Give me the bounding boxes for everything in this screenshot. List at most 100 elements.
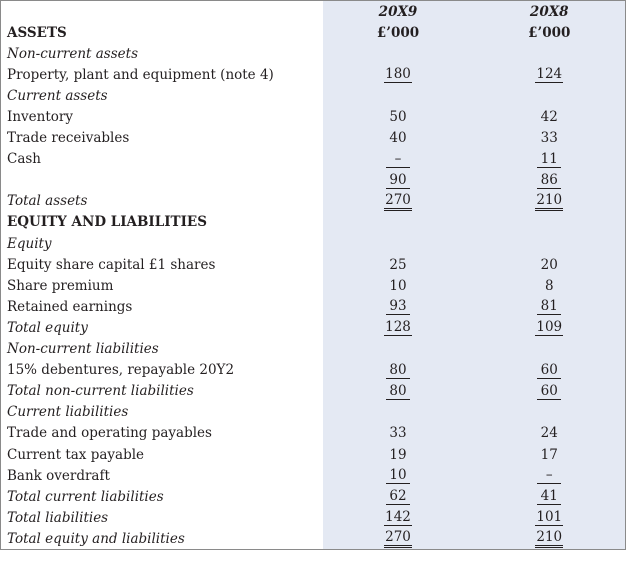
table-row: 20X9 20X8 bbox=[0, 0, 626, 23]
value-20x9: 80 bbox=[322, 380, 474, 402]
value-20x8: 109 bbox=[473, 317, 626, 339]
row-label: Equity bbox=[0, 233, 323, 255]
cell-value: 210 bbox=[535, 529, 564, 549]
cell-value: 40 bbox=[389, 130, 407, 147]
value-20x8 bbox=[473, 233, 626, 255]
value-20x8: 17 bbox=[473, 443, 626, 466]
cell-value: 42 bbox=[540, 109, 558, 126]
value-20x8: 24 bbox=[473, 422, 626, 444]
cell-value: 11 bbox=[537, 151, 562, 168]
value-20x9 bbox=[322, 233, 474, 255]
value-20x9: 33 bbox=[322, 422, 474, 444]
table-row: Current liabilities bbox=[0, 401, 626, 423]
table-row: Property, plant and equipment (note 4) 18… bbox=[0, 64, 626, 86]
value-20x9: 25 bbox=[322, 254, 474, 276]
row-label: Total assets bbox=[0, 190, 323, 212]
value-20x8: 33 bbox=[473, 127, 626, 149]
value-20x9: 20X9 bbox=[322, 0, 474, 23]
cell-value: 81 bbox=[537, 298, 562, 316]
cell-value: 41 bbox=[537, 488, 562, 506]
row-label bbox=[0, 169, 323, 191]
value-20x9: 142 bbox=[322, 507, 474, 529]
table-row: EQUITY AND LIABILITIES bbox=[0, 211, 626, 234]
row-label: Total equity and liabilities bbox=[0, 528, 323, 551]
row-label: Total equity bbox=[0, 317, 323, 339]
value-20x9 bbox=[322, 338, 474, 360]
balance-sheet-table: 20X9 20X8 ASSETS £’000 £’000 Non-current asse… bbox=[0, 0, 626, 551]
table-row: Trade receivables 40 33 bbox=[0, 127, 626, 149]
cell-value: 270 bbox=[384, 192, 412, 211]
table-row: ASSETS £’000 £’000 bbox=[0, 22, 626, 44]
table-row: Current tax payable 19 17 bbox=[0, 443, 626, 466]
value-20x9: 50 bbox=[322, 106, 474, 128]
table-row: Equity bbox=[0, 233, 626, 255]
value-20x8: £’000 bbox=[473, 22, 626, 44]
cell-value: 86 bbox=[537, 172, 562, 189]
cell-value: 80 bbox=[386, 362, 410, 379]
value-20x8: 41 bbox=[473, 486, 626, 508]
cell-value: 210 bbox=[535, 192, 564, 211]
value-20x8: 210 bbox=[473, 528, 626, 551]
value-20x9: 80 bbox=[322, 359, 474, 381]
cell-value: 180 bbox=[384, 66, 412, 84]
value-20x8 bbox=[473, 401, 626, 423]
cell-value: – bbox=[537, 467, 562, 485]
cell-value: 24 bbox=[540, 425, 558, 442]
value-20x8: 20 bbox=[473, 254, 626, 276]
cell-value: 80 bbox=[386, 383, 410, 400]
row-label: Trade receivables bbox=[0, 127, 323, 149]
table-row: 15% debentures, repayable 20Y2 80 60 bbox=[0, 359, 626, 381]
value-20x9 bbox=[322, 401, 474, 423]
cell-value: 20X9 bbox=[378, 3, 418, 20]
cell-value: 124 bbox=[535, 66, 564, 84]
table-row: Bank overdraft 10 – bbox=[0, 465, 626, 487]
cell-value: 10 bbox=[386, 467, 410, 485]
value-20x9: 270 bbox=[322, 190, 474, 212]
cell-value: 109 bbox=[535, 319, 564, 337]
table-row: Share premium 10 8 bbox=[0, 275, 626, 297]
value-20x8: 101 bbox=[473, 507, 626, 529]
value-20x8: 124 bbox=[473, 64, 626, 86]
value-20x8: 81 bbox=[473, 296, 626, 318]
cell-value: – bbox=[386, 151, 410, 168]
table-row: Current assets bbox=[0, 85, 626, 107]
table-row: Total liabilities 142 101 bbox=[0, 507, 626, 529]
value-20x9: 10 bbox=[322, 465, 474, 487]
cell-value: 17 bbox=[540, 446, 558, 463]
row-label: Retained earnings bbox=[0, 296, 323, 318]
row-label: Cash bbox=[0, 148, 323, 170]
cell-value: 19 bbox=[389, 446, 407, 463]
cell-value: 270 bbox=[384, 529, 412, 549]
cell-value: 8 bbox=[544, 277, 554, 294]
cell-value: 62 bbox=[386, 488, 410, 506]
value-20x9: £’000 bbox=[322, 22, 474, 44]
value-20x8: 8 bbox=[473, 275, 626, 297]
cell-value: 20X8 bbox=[529, 3, 569, 20]
table-row: 90 86 bbox=[0, 169, 626, 191]
row-label: Bank overdraft bbox=[0, 465, 323, 487]
value-20x9: 62 bbox=[322, 486, 474, 508]
row-label: Total non-current liabilities bbox=[0, 380, 323, 402]
row-label: Total liabilities bbox=[0, 507, 323, 529]
value-20x9: 19 bbox=[322, 443, 474, 466]
table-row: Non-current liabilities bbox=[0, 338, 626, 360]
table-row: Total equity and liabilities 270 210 bbox=[0, 528, 626, 551]
cell-value: 128 bbox=[384, 319, 412, 337]
value-20x9: 128 bbox=[322, 317, 474, 339]
cell-value: 33 bbox=[540, 130, 558, 147]
value-20x9: 180 bbox=[322, 64, 474, 86]
value-20x8: 20X8 bbox=[473, 0, 626, 23]
row-label: Trade and operating payables bbox=[0, 422, 323, 444]
cell-value: 33 bbox=[389, 425, 407, 442]
row-label: Current tax payable bbox=[0, 443, 323, 466]
table-row: Total current liabilities 62 41 bbox=[0, 486, 626, 508]
cell-value: 93 bbox=[386, 298, 410, 316]
row-label: Property, plant and equipment (note 4) bbox=[0, 64, 323, 86]
value-20x8: 60 bbox=[473, 359, 626, 381]
value-20x8 bbox=[473, 211, 626, 234]
row-label: EQUITY AND LIABILITIES bbox=[0, 211, 323, 234]
value-20x9 bbox=[322, 43, 474, 65]
cell-value: 60 bbox=[537, 383, 562, 400]
row-label: Non-current assets bbox=[0, 43, 323, 65]
table-row: Trade and operating payables 33 24 bbox=[0, 422, 626, 444]
